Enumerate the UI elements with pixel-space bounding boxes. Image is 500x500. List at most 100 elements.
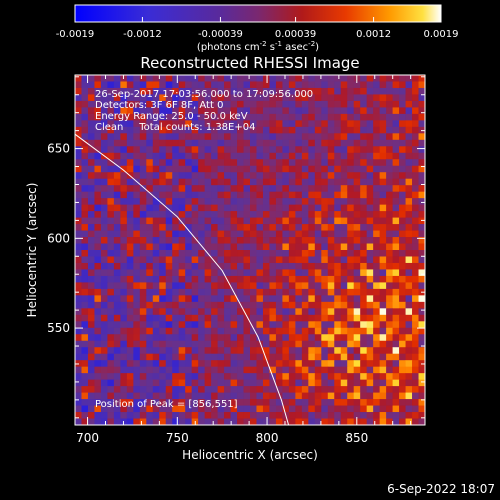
heatmap-cell [288,217,296,225]
heatmap-cell [126,308,134,316]
heatmap-cell [308,399,316,406]
heatmap-cell [224,133,231,141]
heatmap-cell [366,165,374,173]
heatmap-cell [386,295,393,303]
heatmap-cell [75,204,82,212]
heatmap-cell [185,87,193,95]
heatmap-cell [314,204,322,212]
heatmap-cell [100,165,108,173]
heatmap-cell [113,87,121,95]
heatmap-cell [269,230,277,238]
heatmap-cell [237,405,244,413]
heatmap-cell [360,366,368,374]
heatmap-cell [152,178,160,186]
heatmap-cell [340,327,348,335]
heatmap-cell [198,379,206,387]
heatmap-cell [172,146,180,154]
heatmap-cell [295,81,303,89]
heatmap-cell [288,399,296,406]
heatmap-cell [250,308,257,316]
heatmap-cell [379,412,387,419]
heatmap-cell [100,146,108,154]
heatmap-cell [133,81,141,89]
heatmap-cell [230,392,238,400]
heatmap-cell [87,353,95,361]
heatmap-cell [327,139,335,147]
heatmap-cell [224,172,231,180]
heatmap-cell [392,75,400,82]
heatmap-cell [418,412,425,419]
heatmap-cell [327,275,335,283]
heatmap-cell [295,178,303,186]
heatmap-cell [269,321,277,329]
heatmap-cell [412,159,419,167]
heatmap-cell [405,230,413,238]
heatmap-cell [230,172,238,180]
heatmap-cell [172,165,180,173]
heatmap-cell [185,321,193,329]
heatmap-cell [237,100,244,108]
heatmap-cell [152,230,160,238]
heatmap-cell [139,288,147,296]
heatmap-cell [230,75,238,82]
heatmap-cell [334,120,342,128]
heatmap-cell [204,275,212,283]
heatmap-cell [204,230,212,238]
heatmap-cell [243,301,251,309]
heatmap-cell [237,373,244,381]
heatmap-cell [94,113,102,121]
heatmap-cell [94,405,102,413]
heatmap-cell [133,321,141,329]
heatmap-cell [94,204,102,212]
heatmap-cell [269,340,277,348]
heatmap-cell [217,366,225,374]
heatmap-cell [133,75,141,82]
heatmap-cell [392,204,400,212]
heatmap-cell [100,75,108,82]
heatmap-cell [353,191,361,199]
heatmap-cell [373,256,381,264]
heatmap-cell [81,392,89,400]
heatmap-cell [172,87,180,95]
heatmap-cell [379,178,387,186]
heatmap-cell [275,353,283,361]
heatmap-cell [386,301,393,309]
heatmap-cell [282,126,290,134]
heatmap-cell [87,392,95,400]
heatmap-cell [250,373,257,381]
heatmap-cell [152,418,160,425]
heatmap-cell [133,146,141,154]
heatmap-cell [146,392,154,400]
heatmap-cell [301,146,309,154]
heatmap-cell [113,211,121,218]
heatmap-cell [113,288,121,296]
heatmap-cell [262,87,270,95]
heatmap-cell [353,204,361,212]
heatmap-cell [250,405,257,413]
heatmap-cell [113,269,121,277]
heatmap-cell [243,211,251,218]
heatmap-cell [327,314,335,322]
heatmap-cell [353,405,361,413]
heatmap-cell [120,139,128,147]
heatmap-cell [198,418,206,425]
heatmap-cell [87,386,95,393]
heatmap-cell [152,94,160,102]
heatmap-cell [100,230,108,238]
heatmap-cell [334,237,342,244]
heatmap-cell [392,250,400,257]
heatmap-cell [224,392,231,400]
heatmap-cell [353,288,361,296]
heatmap-cell [165,250,173,257]
heatmap-cell [191,334,199,342]
heatmap-cell [353,159,361,167]
heatmap-cell [282,230,290,238]
heatmap-cell [152,353,160,361]
heatmap-cell [100,269,108,277]
heatmap-cell [152,113,160,121]
heatmap-cell [353,321,361,329]
heatmap-cell [126,262,134,270]
heatmap-cell [165,288,173,296]
heatmap-cell [347,100,355,108]
